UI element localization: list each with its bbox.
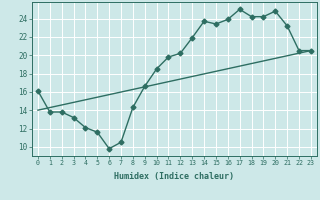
X-axis label: Humidex (Indice chaleur): Humidex (Indice chaleur)	[115, 172, 234, 181]
